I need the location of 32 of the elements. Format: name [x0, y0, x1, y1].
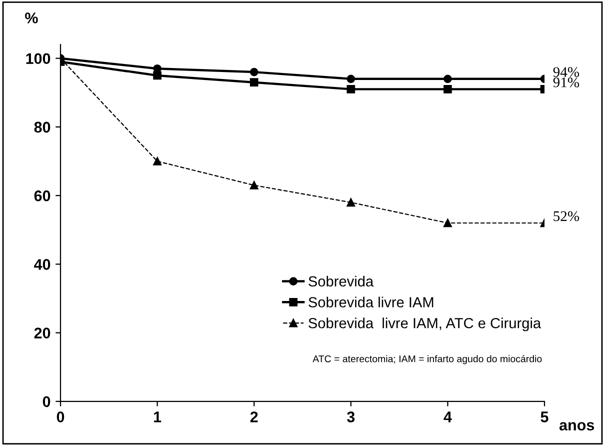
- y-tick-label: 40: [34, 259, 50, 270]
- x-tick-label: 1: [154, 412, 162, 422]
- data-label: 94%: [553, 67, 580, 78]
- legend-label: Sobrevida livre IAM, ATC e Cirurgia: [308, 318, 542, 332]
- x-tick-label: 0: [56, 412, 64, 422]
- point: [250, 68, 258, 76]
- y-axis-title: %: [25, 12, 38, 24]
- point: [444, 74, 452, 84]
- y-tick-label: 80: [34, 122, 50, 133]
- x-tick-label: 3: [347, 412, 355, 422]
- point: [346, 85, 356, 94]
- y-tick-label: 60: [34, 190, 50, 202]
- y-tick-label: 100: [26, 53, 50, 64]
- point: [250, 181, 258, 190]
- point: [153, 157, 162, 166]
- legend-label: Sobrevida: [308, 276, 374, 287]
- x-axis-title: anos: [559, 422, 594, 430]
- point: [346, 198, 356, 207]
- point: [153, 71, 162, 80]
- x-tick-label: 2: [250, 412, 258, 422]
- legend-label: Sobrevida livre IAM: [308, 296, 434, 308]
- y-tick-label: 20: [34, 328, 50, 338]
- y-tick-label: 0: [42, 396, 50, 408]
- data-label: 52%: [554, 211, 580, 222]
- data-label: 91%: [553, 77, 580, 88]
- x-tick-label: 5: [540, 412, 548, 422]
- point: [444, 218, 452, 228]
- point: [346, 74, 356, 84]
- x-tick-label: 4: [444, 412, 452, 422]
- point: [444, 85, 452, 94]
- annotation: ATC = aterectomia; IAM = infarto agudo do miocárdio: [312, 355, 542, 364]
- point: [250, 78, 258, 87]
